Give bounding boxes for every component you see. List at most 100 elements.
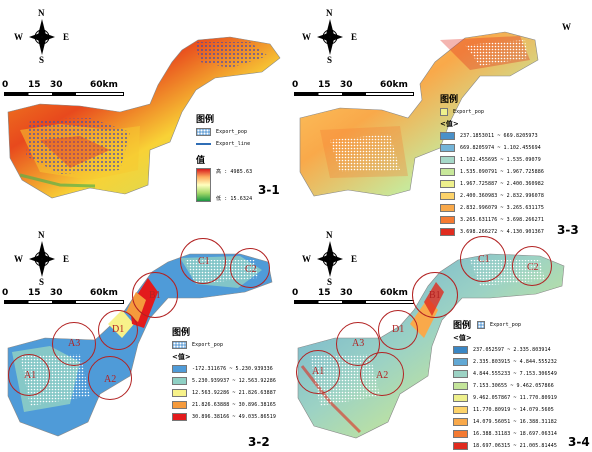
class-range-label: 2.400.360983 ~ 2.832.996078 (460, 192, 544, 199)
class-color-swatch (440, 179, 455, 188)
point-swatch-icon (477, 320, 486, 329)
class-color-swatch (453, 357, 468, 366)
legend-3-4: 图例 Export_pop <值> 237.052597 ~ 2.335.803… (453, 318, 583, 451)
class-range-label: 1.535.090791 ~ 1.967.725886 (460, 168, 544, 175)
zone-a3-circle (336, 322, 380, 366)
legend-class-row: 30.896.38166 ~ 49.035.86519 (172, 411, 287, 422)
legend-class-row: 7.153.30655 ~ 9.462.057866 (453, 380, 583, 391)
zone-d1-circle (378, 310, 418, 350)
point-swatch-icon (196, 127, 211, 136)
zone-a2-circle (360, 352, 404, 396)
zone-c2-circle (512, 246, 552, 286)
legend-class-row: 9.462.057867 ~ 11.770.80919 (453, 392, 583, 403)
zone-c1-label: C1 (198, 256, 210, 267)
zone-b1-label: B1 (429, 290, 441, 301)
panel-id: 3-3 (557, 223, 579, 237)
class-range-label: 1.102.455695 ~ 1.535.09079 (460, 156, 541, 163)
class-range-label: 9.462.057867 ~ 11.770.80919 (473, 394, 557, 401)
legend-class-row: 669.8205974 ~ 1.102.455694 (440, 142, 560, 153)
legend-class-row: 2.832.996079 ~ 3.265.631175 (440, 202, 560, 213)
legend-class-list: 237.052597 ~ 2.335.803914 2.335.803915 ~ … (453, 344, 583, 451)
class-range-label: 7.153.30655 ~ 9.462.057866 (473, 382, 554, 389)
class-color-swatch (453, 345, 468, 354)
zone-a2-label: A2 (376, 370, 389, 381)
point-swatch-icon (172, 340, 187, 349)
panel-id: 3-2 (248, 435, 270, 449)
legend-class-row: 2.400.360983 ~ 2.832.996078 (440, 190, 560, 201)
class-range-label: 2.832.996079 ~ 3.265.631175 (460, 204, 544, 211)
zone-c2-label: C2 (527, 262, 539, 273)
value-title: 值 (196, 156, 206, 166)
scale-bar: 0 15 30 60km (292, 288, 432, 310)
zone-c2-label: C2 (245, 264, 257, 275)
scale-bar: 0 15 30 60km (2, 288, 142, 310)
class-range-label: 3.265.631176 ~ 3.698.266271 (460, 216, 544, 223)
legend-class-row: 14.079.56051 ~ 16.388.31182 (453, 416, 583, 427)
class-color-swatch (440, 215, 455, 224)
class-color-swatch (453, 441, 468, 450)
class-color-swatch (453, 405, 468, 414)
class-range-label: 237.052597 ~ 2.335.803914 (473, 346, 551, 353)
class-color-swatch (172, 412, 187, 421)
legend-class-row: 3.265.631176 ~ 3.698.266271 (440, 214, 560, 225)
zone-a2-label: A2 (104, 374, 117, 385)
class-range-label: 18.697.06315 ~ 21.005.81445 (473, 442, 557, 449)
legend-class-row: 1.102.455695 ~ 1.535.09079 (440, 154, 560, 165)
compass-s: S (39, 55, 45, 65)
class-range-label: 237.1853011 ~ 669.8205973 (460, 132, 538, 139)
zone-d1-circle (98, 310, 138, 350)
zone-d1-label: D1 (112, 324, 125, 335)
legend-class-row: 12.563.92286 ~ 21.826.63887 (172, 387, 287, 398)
zone-a2-circle (88, 356, 132, 400)
zone-a3-label: A3 (352, 338, 365, 349)
class-range-label: 12.563.92286 ~ 21.826.63887 (192, 389, 276, 396)
class-color-swatch (440, 227, 455, 236)
legend-class-row: 1.535.090791 ~ 1.967.725886 (440, 166, 560, 177)
class-color-swatch (453, 429, 468, 438)
north-arrow-compass: N S W E (14, 8, 69, 65)
legend-3-2: 图例 Export_pop <值> -172.311676 ~ 5.230.93… (172, 325, 287, 422)
north-arrow-compass: N S W E (302, 230, 358, 287)
class-range-label: 30.896.38166 ~ 49.035.86519 (192, 413, 276, 420)
zone-a1-circle (296, 350, 340, 394)
map-panel-3-4: N S W E 0 15 30 60km A1 A2 A3 B1 C1 C2 D… (290, 226, 592, 452)
legend-class-row: 4.844.555233 ~ 7.153.306549 (453, 368, 583, 379)
class-range-label: 3.698.266272 ~ 4.130.901367 (460, 228, 544, 235)
legend-class-row: 237.1853011 ~ 669.8205973 (440, 130, 560, 141)
class-color-swatch (172, 388, 187, 397)
panel-id: 3-1 (258, 183, 280, 197)
class-range-label: 1.967.725887 ~ 2.400.360982 (460, 180, 544, 187)
north-arrow-compass: N S W E (14, 230, 70, 287)
map-3-1-surface (7, 36, 281, 199)
panel-id: 3-4 (568, 435, 590, 449)
zone-c1-circle (460, 236, 506, 282)
legend-class-row: -172.311676 ~ 5.230.939336 (172, 363, 287, 374)
zone-a1-circle (8, 354, 50, 396)
legend-title: 图例 (196, 115, 215, 125)
compass-e: E (63, 32, 70, 42)
compass-n: N (38, 8, 45, 18)
legend-class-row: 5.230.939937 ~ 12.563.92286 (172, 375, 287, 386)
zone-b1-label: B1 (149, 290, 161, 301)
high-label: 高 : 4985.63 (216, 169, 253, 175)
zone-c1-label: C1 (478, 254, 490, 265)
class-color-swatch (453, 417, 468, 426)
zone-a1-label: A1 (24, 370, 37, 381)
legend-item-line: Export_line (196, 138, 286, 149)
scale-bar: 0 15 30 60km (2, 80, 142, 102)
class-color-swatch (453, 393, 468, 402)
class-range-label: 2.335.803915 ~ 4.844.555232 (473, 358, 557, 365)
legend-3-3: 图例 Export_pop <值> 237.1853011 ~ 669.8205… (440, 92, 560, 237)
north-arrow-compass: N S W E (302, 8, 358, 65)
legend-class-row: 1.967.725887 ~ 2.400.360982 (440, 178, 560, 189)
legend-class-row: 11.770.80919 ~ 14.079.5605 (453, 404, 583, 415)
class-color-swatch (440, 155, 455, 164)
zone-c1-circle (180, 238, 226, 284)
compass-w: W (14, 32, 23, 42)
class-color-swatch (453, 381, 468, 390)
class-range-label: 11.770.80919 ~ 14.079.5605 (473, 406, 554, 413)
zone-a1-label: A1 (312, 366, 325, 377)
class-color-swatch (440, 167, 455, 176)
zone-a3-label: A3 (68, 338, 81, 349)
class-color-swatch (440, 203, 455, 212)
